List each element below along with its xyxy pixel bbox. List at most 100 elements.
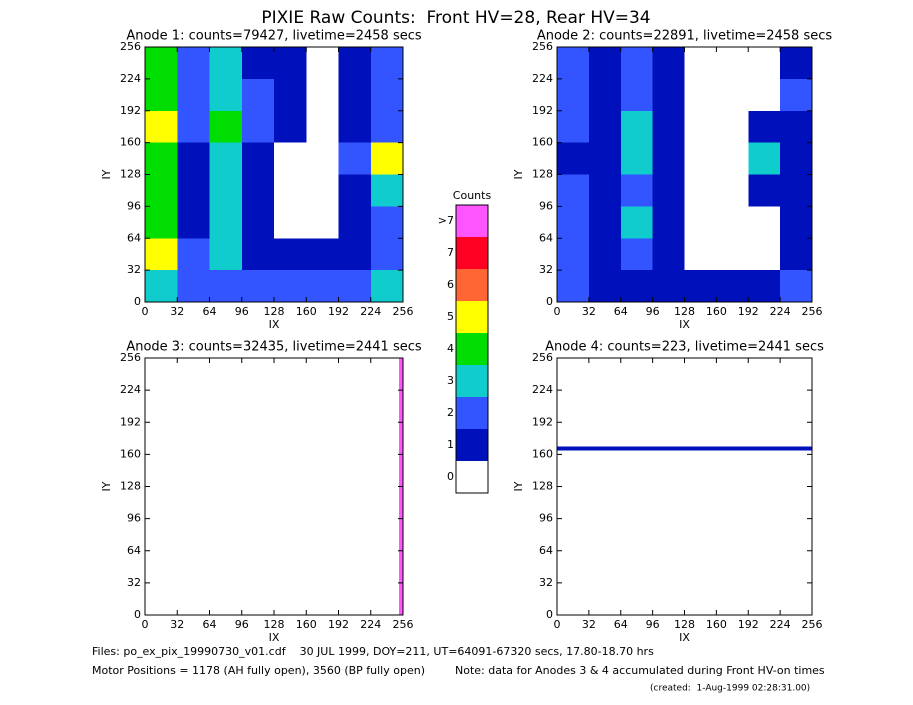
heat-cell (209, 78, 243, 112)
colorbar-box (456, 429, 488, 461)
x-tick-label: 192 (738, 618, 759, 631)
heat-cell (748, 78, 781, 112)
heat-cell (652, 206, 685, 239)
x-axis-label: IX (679, 631, 690, 644)
heat-cell (261, 358, 267, 616)
heat-cell (780, 270, 813, 303)
heat-cell (241, 110, 275, 143)
x-tick-label: 192 (328, 305, 349, 318)
heat-cell (233, 358, 239, 616)
heat-cell (557, 590, 813, 596)
x-tick-label: 0 (142, 618, 149, 631)
heat-cell (286, 358, 291, 616)
heat-cell (205, 358, 210, 616)
heat-cell (557, 522, 813, 527)
heat-cell (338, 270, 372, 303)
heat-cell (557, 174, 590, 207)
colorbar-frame (455, 204, 489, 494)
colorbar-box (456, 365, 488, 397)
y-tick-label: 0 (546, 295, 553, 308)
heat-cell (350, 358, 355, 616)
heat-cell (306, 238, 339, 271)
heat-cell (652, 174, 685, 207)
y-tick-label: 192 (120, 104, 141, 117)
heat-cell (780, 238, 813, 271)
heat-cell (306, 78, 339, 112)
heat-cell (370, 358, 376, 616)
heat-cell (557, 374, 813, 379)
heat-cell (557, 110, 590, 143)
heat-cell (274, 206, 307, 239)
heat-cell (326, 358, 331, 616)
x-tick-label: 128 (674, 305, 695, 318)
y-tick-label: 64 (127, 544, 141, 557)
heat-cell (358, 358, 363, 616)
y-tick-label: 64 (539, 544, 553, 557)
heat-cell (193, 358, 198, 616)
heat-cell (557, 566, 813, 572)
heat-cell (588, 206, 622, 239)
y-tick-label: 256 (532, 40, 553, 53)
x-tick-label: 64 (614, 618, 628, 631)
heat-cell (177, 206, 210, 239)
heat-cell (181, 358, 186, 616)
colorbar-label: 6 (447, 278, 454, 291)
panel-title: Anode 1: counts=79427, livetime=2458 sec… (126, 29, 422, 44)
heat-cell (209, 238, 243, 271)
heat-cell (620, 142, 653, 175)
x-tick-label: 64 (614, 305, 628, 318)
heat-cell (209, 47, 243, 80)
x-tick-label: 32 (170, 618, 184, 631)
heat-cell (306, 270, 339, 303)
heat-cell (197, 358, 202, 616)
heat-cell (274, 270, 307, 303)
x-tick-label: 224 (770, 305, 791, 318)
heat-cell (557, 486, 813, 491)
heat-cell (588, 174, 622, 207)
heat-cell (557, 578, 813, 584)
heat-cell (294, 358, 299, 616)
heat-cell (652, 270, 685, 303)
heat-cell (684, 206, 717, 239)
heat-cell (557, 598, 813, 604)
heat-cell (652, 110, 685, 143)
heat-cell (588, 238, 622, 271)
panel-title: Anode 2: counts=22891, livetime=2458 sec… (537, 29, 833, 44)
x-tick-label: 32 (582, 305, 596, 318)
heat-cell (557, 142, 590, 175)
heat-cell (620, 206, 653, 239)
heat-cell (145, 270, 178, 303)
y-tick-label: 224 (532, 72, 553, 85)
heat-cell (177, 110, 210, 143)
x-tick-label: 256 (393, 618, 414, 631)
panel-title: Anode 4: counts=223, livetime=2441 secs (545, 340, 824, 355)
x-tick-label: 0 (554, 618, 561, 631)
heat-cell (145, 238, 178, 271)
x-tick-label: 128 (674, 618, 695, 631)
heat-cell (274, 238, 307, 271)
heat-cell (394, 358, 400, 616)
heat-cell (652, 78, 685, 112)
x-axis-label: IX (269, 318, 280, 331)
heat-cell (177, 358, 182, 616)
heat-cell (274, 358, 279, 616)
heat-cell (557, 362, 813, 367)
heat-cell (290, 358, 295, 616)
heat-cell (557, 206, 590, 239)
heat-cell (557, 606, 813, 612)
heat-cell (620, 110, 653, 143)
heat-cell (241, 78, 275, 112)
heat-cell (241, 238, 275, 271)
heat-cell (177, 270, 210, 303)
heat-cell (370, 206, 404, 239)
heat-cell (390, 358, 396, 616)
heat-cell (780, 110, 813, 143)
y-tick-label: 96 (539, 512, 553, 525)
heat-cell (557, 414, 813, 419)
heat-cell (209, 206, 243, 239)
heat-cell (716, 174, 749, 207)
heat-cell (684, 174, 717, 207)
heat-cell (748, 238, 781, 271)
heat-cell (177, 142, 210, 175)
heat-cell (177, 174, 210, 207)
